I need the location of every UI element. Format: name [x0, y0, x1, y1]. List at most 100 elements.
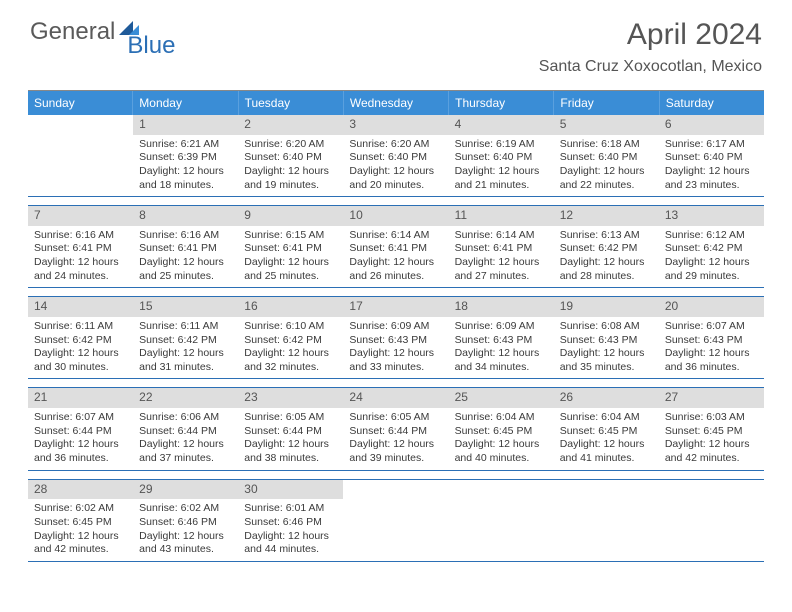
sunrise-line: Sunrise: 6:02 AM	[34, 502, 127, 516]
day-number: 14	[28, 297, 133, 317]
day-number	[449, 480, 554, 500]
day-number: 30	[238, 480, 343, 500]
sunset-line: Sunset: 6:41 PM	[139, 242, 232, 256]
sunset-line: Sunset: 6:40 PM	[244, 151, 337, 165]
day-cell: 5 Sunrise: 6:18 AMSunset: 6:40 PMDaylight…	[554, 115, 659, 196]
sunrise-line: Sunrise: 6:04 AM	[560, 411, 653, 425]
day-details: Sunrise: 6:09 AMSunset: 6:43 PMDaylight:…	[343, 320, 448, 375]
weekday-header: Saturday	[660, 91, 764, 115]
day-cell: 8Sunrise: 6:16 AMSunset: 6:41 PMDaylight…	[133, 206, 238, 287]
daylight-line: Daylight: 12 hours and 39 minutes.	[349, 438, 442, 465]
day-number: 12	[554, 206, 659, 226]
day-number: 17	[343, 297, 448, 317]
daylight-line: Daylight: 12 hours and 38 minutes.	[244, 438, 337, 465]
sunset-line: Sunset: 6:43 PM	[349, 334, 442, 348]
day-cell	[659, 480, 764, 561]
day-cell	[343, 480, 448, 561]
weekday-header: Sunday	[28, 91, 133, 115]
day-cell: 24Sunrise: 6:05 AMSunset: 6:44 PMDayligh…	[343, 388, 448, 469]
header: General Blue April 2024 Santa Cruz Xoxoc…	[0, 0, 792, 84]
day-cell: 20Sunrise: 6:07 AMSunset: 6:43 PMDayligh…	[659, 297, 764, 378]
day-number: 28	[28, 480, 133, 500]
daylight-line: Daylight: 12 hours and 19 minutes.	[244, 165, 337, 192]
day-details: Sunrise: 6:08 AMSunset: 6:43 PMDaylight:…	[554, 320, 659, 375]
day-cell: 14 Sunrise: 6:11 AMSunset: 6:42 PMDayligh…	[28, 297, 133, 378]
daylight-line: Daylight: 12 hours and 34 minutes.	[455, 347, 548, 374]
daylight-line: Daylight: 12 hours and 32 minutes.	[244, 347, 337, 374]
page-title: April 2024	[539, 18, 762, 52]
day-number: 29	[133, 480, 238, 500]
daylight-line: Daylight: 12 hours and 40 minutes.	[455, 438, 548, 465]
day-number: 16	[238, 297, 343, 317]
sunrise-line: Sunrise: 6:18 AM	[560, 138, 653, 152]
daylight-line: Daylight: 12 hours and 42 minutes.	[34, 530, 127, 557]
day-cell: 10Sunrise: 6:14 AMSunset: 6:41 PMDayligh…	[343, 206, 448, 287]
week-row: 1Sunrise: 6:21 AMSunset: 6:39 PMDaylight…	[28, 115, 764, 197]
day-cell: 12Sunrise: 6:13 AMSunset: 6:42 PMDayligh…	[554, 206, 659, 287]
sunrise-line: Sunrise: 6:04 AM	[455, 411, 548, 425]
day-cell: 13Sunrise: 6:12 AMSunset: 6:42 PMDayligh…	[659, 206, 764, 287]
daylight-line: Daylight: 12 hours and 36 minutes.	[665, 347, 758, 374]
daylight-line: Daylight: 12 hours and 21 minutes.	[455, 165, 548, 192]
day-details: Sunrise: 6:16 AMSunset: 6:41 PMDaylight:…	[28, 229, 133, 284]
day-cell: 4Sunrise: 6:19 AMSunset: 6:40 PMDaylight…	[449, 115, 554, 196]
day-number: 9	[238, 206, 343, 226]
day-details: Sunrise: 6:11 AMSunset: 6:42 PMDaylight:…	[133, 320, 238, 375]
day-number: 4	[449, 115, 554, 135]
sunset-line: Sunset: 6:42 PM	[560, 242, 653, 256]
sunrise-line: Sunrise: 6:11 AM	[139, 320, 232, 334]
daylight-line: Daylight: 12 hours and 22 minutes.	[560, 165, 653, 192]
day-number: 27	[659, 388, 764, 408]
day-cell: 22Sunrise: 6:06 AMSunset: 6:44 PMDayligh…	[133, 388, 238, 469]
location-label: Santa Cruz Xoxocotlan, Mexico	[539, 58, 762, 76]
day-number: 5	[554, 115, 659, 135]
sunset-line: Sunset: 6:45 PM	[455, 425, 548, 439]
day-details: Sunrise: 6:20 AMSunset: 6:40 PMDaylight:…	[343, 138, 448, 193]
daylight-line: Daylight: 12 hours and 20 minutes.	[349, 165, 442, 192]
day-number: 26	[554, 388, 659, 408]
sunset-line: Sunset: 6:41 PM	[34, 242, 127, 256]
daylight-line: Daylight: 12 hours and 24 minutes.	[34, 256, 127, 283]
weekday-header: Friday	[554, 91, 659, 115]
daylight-line: Daylight: 12 hours and 35 minutes.	[560, 347, 653, 374]
daylight-line: Daylight: 12 hours and 31 minutes.	[139, 347, 232, 374]
day-cell: 15Sunrise: 6:11 AMSunset: 6:42 PMDayligh…	[133, 297, 238, 378]
daylight-line: Daylight: 12 hours and 44 minutes.	[244, 530, 337, 557]
sunrise-line: Sunrise: 6:05 AM	[244, 411, 337, 425]
day-cell: 7Sunrise: 6:16 AMSunset: 6:41 PMDaylight…	[28, 206, 133, 287]
day-number	[28, 115, 133, 135]
sunrise-line: Sunrise: 6:20 AM	[349, 138, 442, 152]
sunrise-line: Sunrise: 6:19 AM	[455, 138, 548, 152]
day-details: Sunrise: 6:09 AMSunset: 6:43 PMDaylight:…	[449, 320, 554, 375]
daylight-line: Daylight: 12 hours and 36 minutes.	[34, 438, 127, 465]
week-row: 21Sunrise: 6:07 AMSunset: 6:44 PMDayligh…	[28, 387, 764, 470]
day-number: 10	[343, 206, 448, 226]
sunset-line: Sunset: 6:42 PM	[34, 334, 127, 348]
day-cell: 28Sunrise: 6:02 AMSunset: 6:45 PMDayligh…	[28, 480, 133, 561]
day-number: 21	[28, 388, 133, 408]
logo: General Blue	[30, 18, 175, 46]
sunrise-line: Sunrise: 6:21 AM	[139, 138, 232, 152]
daylight-line: Daylight: 12 hours and 23 minutes.	[665, 165, 758, 192]
day-details: Sunrise: 6:18 AMSunset: 6:40 PMDaylight:…	[554, 138, 659, 193]
day-details: Sunrise: 6:21 AMSunset: 6:39 PMDaylight:…	[133, 138, 238, 193]
weekday-header: Monday	[133, 91, 238, 115]
week-row: 14Sunrise: 6:11 AMSunset: 6:42 PMDayligh…	[28, 296, 764, 379]
day-number: 25	[449, 388, 554, 408]
daylight-line: Daylight: 12 hours and 43 minutes.	[139, 530, 232, 557]
day-details: Sunrise: 6:04 AMSunset: 6:45 PMDaylight:…	[449, 411, 554, 466]
day-cell: 18Sunrise: 6:09 AMSunset: 6:43 PMDayligh…	[449, 297, 554, 378]
calendar: SundayMondayTuesdayWednesdayThursdayFrid…	[28, 90, 764, 562]
day-number: 6	[659, 115, 764, 135]
day-details: Sunrise: 6:11 AMSunset: 6:42 PMDaylight:…	[28, 320, 133, 375]
sunrise-line: Sunrise: 6:15 AM	[244, 229, 337, 243]
week-row: 7Sunrise: 6:16 AMSunset: 6:41 PMDaylight…	[28, 205, 764, 288]
sunrise-line: Sunrise: 6:05 AM	[349, 411, 442, 425]
sunset-line: Sunset: 6:39 PM	[139, 151, 232, 165]
day-cell: 25 Sunrise: 6:04 AMSunset: 6:45 PMDayligh…	[449, 388, 554, 469]
daylight-line: Daylight: 12 hours and 25 minutes.	[139, 256, 232, 283]
day-details: Sunrise: 6:02 AMSunset: 6:46 PMDaylight:…	[133, 502, 238, 557]
sunset-line: Sunset: 6:41 PM	[244, 242, 337, 256]
day-cell: 27Sunrise: 6:03 AMSunset: 6:45 PMDayligh…	[659, 388, 764, 469]
day-details: Sunrise: 6:02 AMSunset: 6:45 PMDaylight:…	[28, 502, 133, 557]
